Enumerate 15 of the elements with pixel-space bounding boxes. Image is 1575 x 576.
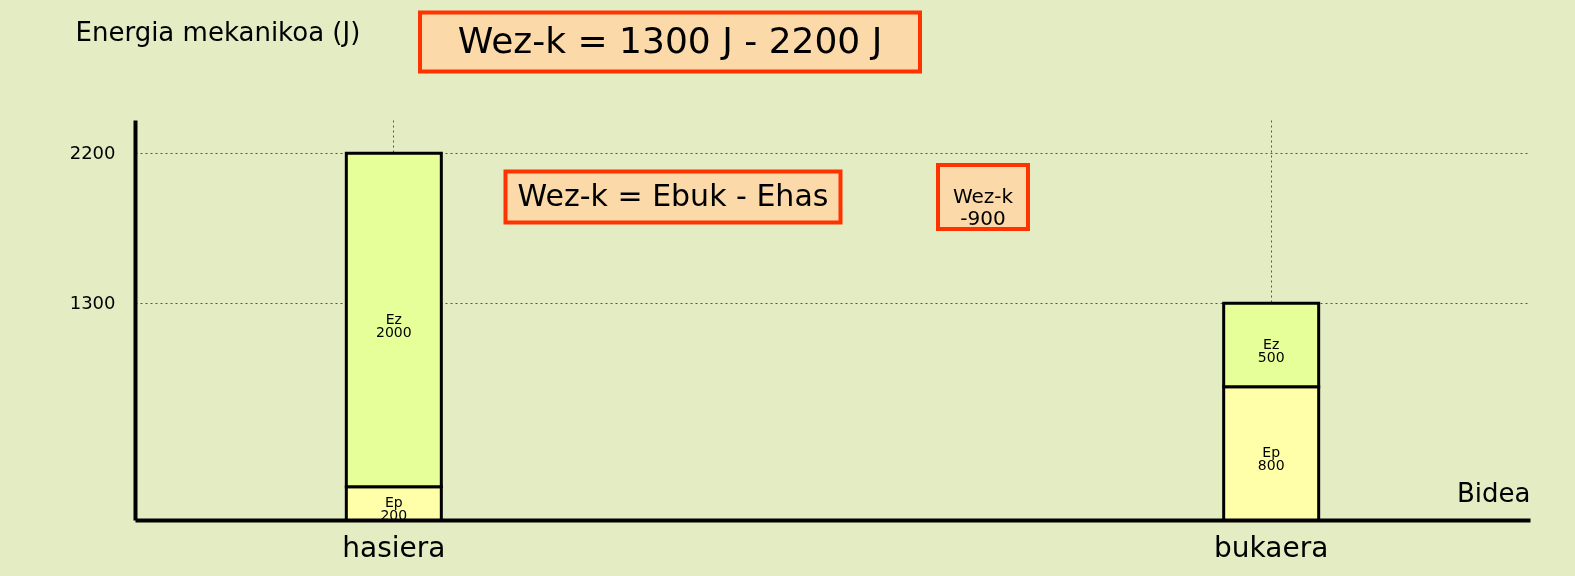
text: Wez-k = 1300 J - 2200 J	[457, 20, 883, 61]
text: Ep	[1262, 444, 1281, 461]
y-tick-label: 2200	[69, 141, 116, 163]
series-label: Ez	[1263, 336, 1280, 352]
data-label: 2000	[376, 324, 412, 340]
annotation: Wez-k -900	[952, 184, 1014, 230]
y-tick-label: 1300	[69, 291, 116, 313]
text: Ez	[385, 311, 402, 327]
annotation: Wez-k = Ebuk - Ehas	[517, 178, 829, 213]
data-label: 500	[1257, 349, 1285, 365]
x-tick-label: hasiera	[342, 530, 446, 564]
x-axis-title: Bidea	[1457, 477, 1531, 508]
x-tick-label: bukaera	[1214, 530, 1329, 564]
series-label: Ep	[384, 494, 403, 511]
y-axis-title: Energia mekanikoa (J)	[75, 16, 361, 47]
